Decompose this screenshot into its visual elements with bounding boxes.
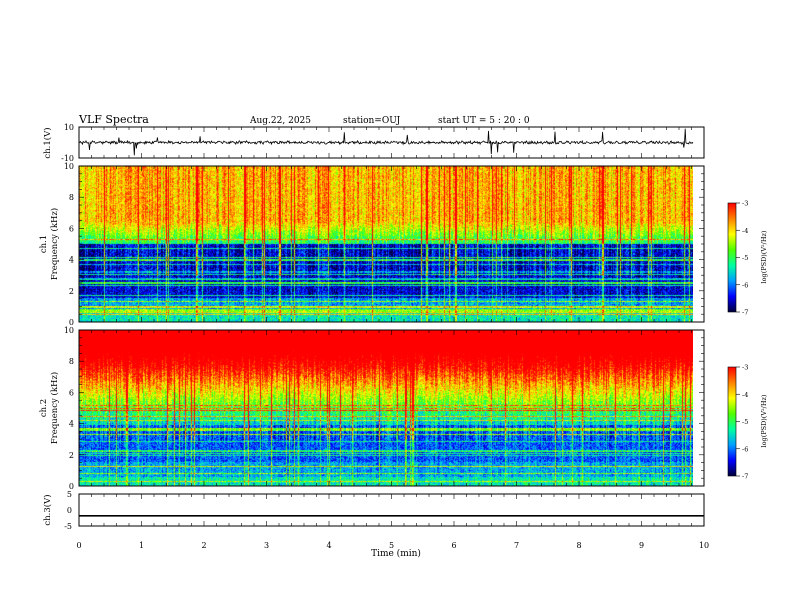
time-tick-label: 2 (201, 541, 206, 550)
ch1-ylabel-frequency: Frequency (kHz) (49, 208, 60, 280)
frequency-tick-label: 0 (69, 318, 74, 327)
ch2-colorbar-ticks: -3 -4 -5 -6 -7 (736, 364, 748, 481)
time-tick-label: 6 (451, 541, 456, 550)
frequency-tick-label: 2 (69, 451, 74, 460)
ch3-waveform-ticks (78, 494, 705, 526)
ch1-frequency-tick-labels: 0 2 4 6 8 10 (64, 162, 74, 327)
ch3-ylabel: ch.3(V) (42, 494, 53, 525)
figure-title: VLF Spectra (78, 113, 149, 126)
ch3-ytick-mid: 0 (67, 506, 72, 515)
colorbar-tick-label: -3 (742, 364, 748, 372)
colorbar-tick-label: -4 (742, 227, 748, 235)
frequency-tick-label: 2 (69, 287, 74, 296)
ch3-ytick-bottom: -5 (64, 522, 72, 531)
ch1-ytick-bottom: -10 (61, 154, 74, 163)
time-tick-label: 3 (264, 541, 269, 550)
ch2-colorbar-label: log(PSD)(V²/Hz) (760, 394, 768, 447)
frequency-tick-label: 10 (64, 326, 74, 335)
ch1-spectrogram-image (79, 166, 693, 322)
time-tick-label: 1 (139, 541, 144, 550)
time-tick-label: 10 (699, 541, 709, 550)
ch2-ylabel-frequency: Frequency (kHz) (49, 372, 60, 444)
ch2-ylabel-channel: ch.2 (39, 399, 49, 417)
ch1-colorbar (728, 203, 736, 312)
time-axis-tick-labels: 0 1 2 3 4 5 6 7 8 9 10 (76, 541, 709, 550)
start-time-label: start UT = 5 : 20 : 0 (438, 116, 530, 126)
station-label: station=OUJ (343, 116, 401, 126)
ch1-ylabel-channel: ch.1 (39, 235, 49, 253)
colorbar-tick-label: -7 (742, 473, 748, 481)
colorbar-tick-label: -6 (742, 445, 748, 453)
frequency-tick-label: 8 (69, 357, 74, 366)
ch1-waveform-panel: 10 -10 ch.1(V) (42, 123, 705, 163)
ch1-ylabel: ch.1(V) (42, 127, 53, 158)
frequency-tick-label: 10 (64, 162, 74, 171)
colorbar-tick-label: -5 (742, 254, 748, 262)
frequency-tick-label: 6 (69, 388, 74, 397)
time-tick-label: 0 (76, 541, 81, 550)
frequency-tick-label: 0 (69, 482, 74, 491)
ch2-frequency-tick-labels: 0 2 4 6 8 10 (64, 326, 74, 491)
ch1-colorbar-label: log(PSD)(V²/Hz) (760, 230, 768, 283)
colorbar-tick-label: -4 (742, 391, 748, 399)
ch3-ytick-top: 5 (67, 490, 72, 499)
frequency-tick-label: 8 (69, 193, 74, 202)
colorbar-tick-label: -6 (742, 281, 748, 289)
frequency-tick-label: 4 (69, 420, 74, 429)
ch1-spectrogram-ticks (78, 165, 705, 323)
time-tick-label: 5 (389, 541, 394, 550)
ch1-waveform-line (78, 128, 694, 156)
date-label: Aug.22, 2025 (249, 116, 311, 126)
colorbar-tick-label: -3 (742, 200, 748, 208)
frequency-tick-label: 6 (69, 224, 74, 233)
time-tick-label: 7 (514, 541, 519, 550)
ch2-spectrogram-image (79, 330, 693, 486)
time-axis-label: Time (min) (371, 548, 421, 559)
ch1-colorbar-ticks: -3 -4 -5 -6 -7 (736, 200, 748, 317)
ch1-waveform-ticks (78, 127, 705, 158)
time-tick-label: 4 (326, 541, 331, 550)
time-tick-label: 8 (576, 541, 581, 550)
ch2-spectrogram-ticks (78, 329, 705, 487)
frequency-tick-label: 4 (69, 256, 74, 265)
colorbar-tick-label: -5 (742, 418, 748, 426)
ch3-waveform-panel: 5 0 -5 ch.3(V) (42, 490, 705, 531)
colorbar-tick-label: -7 (742, 309, 748, 317)
time-tick-label: 9 (639, 541, 644, 550)
ch1-ytick-top: 10 (64, 123, 74, 132)
ch2-colorbar (728, 367, 736, 476)
